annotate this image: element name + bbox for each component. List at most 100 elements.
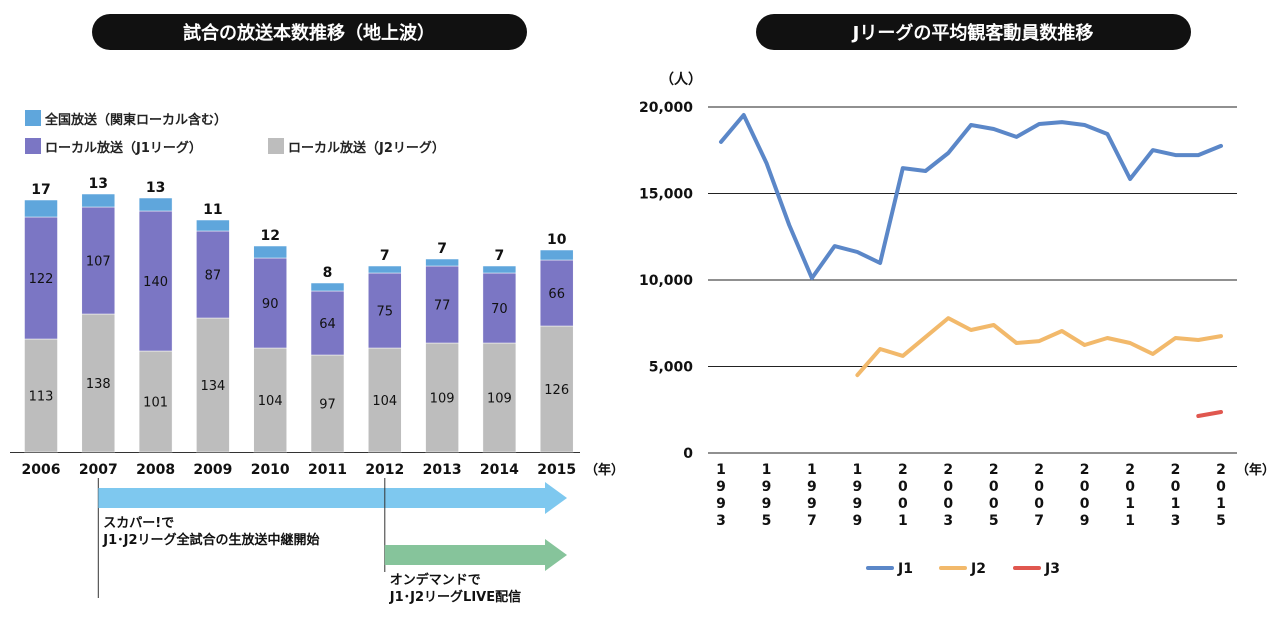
x-tick-label: 2008 bbox=[136, 462, 175, 478]
data-label: 70 bbox=[491, 302, 508, 317]
annotation-text: スカパー!で bbox=[103, 516, 174, 531]
data-label: 107 bbox=[86, 255, 111, 270]
x-tick-label-char: 5 bbox=[989, 513, 999, 529]
data-label: 66 bbox=[548, 287, 565, 302]
x-tick-label-char: 0 bbox=[1125, 479, 1135, 495]
bar-segment bbox=[368, 272, 402, 349]
annotation-arrow bbox=[384, 539, 567, 571]
bar-segment bbox=[196, 230, 230, 319]
chart-title: Jリーグの平均観客動員数推移 bbox=[851, 22, 1094, 44]
bar-segment bbox=[138, 197, 173, 212]
data-label: 13 bbox=[146, 180, 165, 196]
annotation-text: J1･J2リーグLIVE配信 bbox=[389, 589, 521, 605]
bar-segment bbox=[310, 282, 345, 292]
x-tick-label-char: 1 bbox=[1216, 496, 1226, 512]
x-tick-label-char: 2 bbox=[989, 462, 999, 478]
title-pill bbox=[756, 14, 1191, 50]
bar-segment bbox=[196, 317, 230, 453]
legend-label: J3 bbox=[1044, 561, 1060, 577]
annotation-text: J1･J2リーグ全試合の生放送中継開始 bbox=[102, 532, 319, 548]
bar-segment bbox=[310, 354, 345, 453]
bar-segment bbox=[482, 272, 517, 344]
x-tick-label-char: 9 bbox=[852, 496, 862, 512]
data-label: 10 bbox=[547, 232, 567, 248]
x-tick-label-char: 1 bbox=[807, 462, 817, 478]
legend-label: ローカル放送（J1リーグ） bbox=[45, 140, 202, 156]
x-tick-label-char: 0 bbox=[898, 496, 908, 512]
data-label: 104 bbox=[372, 394, 397, 409]
x-tick-label-char: 9 bbox=[852, 513, 862, 529]
data-label: 13 bbox=[89, 176, 108, 192]
bar-segment bbox=[253, 347, 287, 453]
data-label: 104 bbox=[258, 394, 283, 409]
bar-segment bbox=[310, 290, 345, 356]
data-label: 87 bbox=[205, 269, 222, 284]
x-tick-label: 2014 bbox=[480, 462, 519, 478]
x-tick-label-char: 9 bbox=[716, 479, 726, 495]
data-label: 12 bbox=[260, 228, 279, 244]
x-tick-label-char: 9 bbox=[852, 479, 862, 495]
bar-segment bbox=[253, 245, 287, 259]
x-tick-label-char: 9 bbox=[762, 479, 772, 495]
data-label: 140 bbox=[143, 275, 168, 290]
data-label: 134 bbox=[200, 379, 225, 394]
x-tick-label-char: 1 bbox=[1125, 513, 1135, 529]
x-tick-label-char: 0 bbox=[898, 479, 908, 495]
x-tick-label: 2013 bbox=[423, 462, 462, 478]
bar-segment bbox=[539, 249, 574, 261]
x-tick-label-char: 2 bbox=[1125, 462, 1135, 478]
x-tick-label-char: 0 bbox=[1080, 479, 1090, 495]
data-label: 7 bbox=[495, 248, 505, 264]
series-line-j3 bbox=[1196, 410, 1223, 418]
attendance-chart: Jリーグの平均観客動員数推移 （人） 0 5,000 10,000 15,000 20,00… bbox=[639, 14, 1275, 577]
x-tick-label-char: 1 bbox=[1171, 496, 1181, 512]
bar-segment bbox=[539, 325, 574, 453]
x-tick-label-char: 0 bbox=[943, 496, 953, 512]
bar-segment bbox=[425, 265, 459, 344]
x-tick-label: 2010 bbox=[251, 462, 290, 478]
chart-title: 試合の放送本数推移（地上波） bbox=[183, 22, 435, 44]
x-tick-label-char: 2 bbox=[898, 462, 908, 478]
bar-segment bbox=[138, 210, 173, 352]
x-tick-label-char: 9 bbox=[807, 479, 817, 495]
y-tick-label: 5,000 bbox=[649, 360, 694, 376]
x-tick-label-char: 9 bbox=[716, 496, 726, 512]
x-tick-label-char: 9 bbox=[807, 496, 817, 512]
data-label: 75 bbox=[377, 305, 394, 320]
x-tick-label-char: 0 bbox=[989, 479, 999, 495]
x-tick-label-char: 1 bbox=[898, 513, 908, 529]
x-tick-label-char: 0 bbox=[943, 479, 953, 495]
data-label: 64 bbox=[319, 317, 336, 332]
bar-segment bbox=[24, 199, 58, 218]
x-tick-label: 2011 bbox=[308, 462, 347, 478]
bar-segment bbox=[81, 193, 116, 208]
series-line-j1 bbox=[719, 113, 1223, 281]
x-tick-label-char: 1 bbox=[1125, 496, 1135, 512]
bar-segment bbox=[482, 265, 517, 274]
x-tick-label-char: 2 bbox=[1171, 462, 1181, 478]
legend-label: 全国放送（関東ローカル含む） bbox=[44, 112, 227, 128]
data-label: 122 bbox=[29, 272, 54, 287]
broadcast-count-chart: 試合の放送本数推移（地上波） 全国放送（関東ローカル含む） ローカル放送（J1リーグ… bbox=[10, 14, 624, 605]
data-label: 77 bbox=[434, 299, 451, 314]
legend-swatch bbox=[25, 138, 41, 154]
x-tick-label-char: 3 bbox=[716, 513, 726, 529]
data-label: 138 bbox=[86, 377, 111, 392]
legend-swatch bbox=[25, 110, 41, 126]
bar-segment bbox=[24, 216, 58, 340]
legend-label: J2 bbox=[970, 561, 986, 577]
series-line-j2 bbox=[855, 316, 1223, 378]
title-pill bbox=[92, 14, 527, 50]
data-label: 11 bbox=[203, 202, 222, 218]
x-tick-label-char: 9 bbox=[762, 496, 772, 512]
x-tick-label-char: 0 bbox=[1034, 496, 1044, 512]
data-label: 97 bbox=[319, 398, 336, 413]
legend-label: ローカル放送（J2リーグ） bbox=[288, 140, 445, 156]
x-tick-label-char: 2 bbox=[1080, 462, 1090, 478]
x-tick-label-char: 5 bbox=[1216, 513, 1226, 529]
y-axis-unit: （人） bbox=[660, 71, 702, 88]
x-tick-label-char: 2 bbox=[943, 462, 953, 478]
legend-swatch bbox=[268, 138, 284, 154]
bar-segment bbox=[368, 347, 402, 453]
bar-segment bbox=[425, 258, 459, 267]
